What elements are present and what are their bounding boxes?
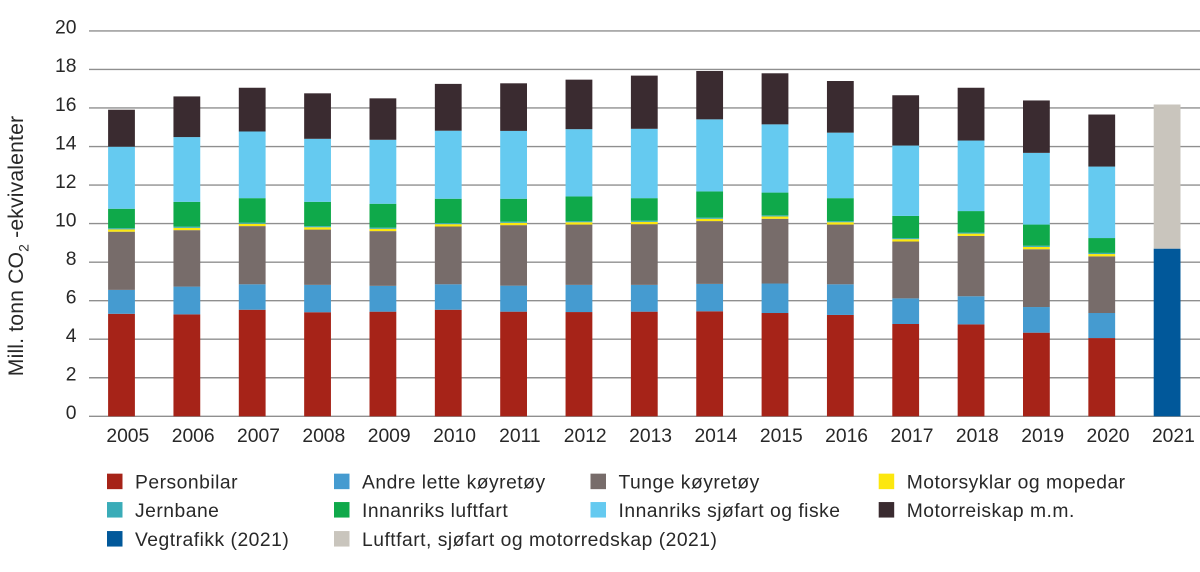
- svg-text:2015: 2015: [760, 426, 803, 447]
- svg-text:4: 4: [66, 326, 77, 347]
- svg-text:12: 12: [55, 172, 76, 193]
- svg-text:0: 0: [66, 403, 77, 424]
- svg-text:2008: 2008: [302, 426, 345, 447]
- svg-text:2020: 2020: [1087, 426, 1130, 447]
- svg-text:Luftfart, sjøfart og motorreds: Luftfart, sjøfart og motorredskap (2021): [362, 530, 717, 551]
- svg-text:2017: 2017: [891, 426, 934, 447]
- svg-text:16: 16: [55, 95, 76, 116]
- svg-text:2021: 2021: [1152, 426, 1195, 447]
- svg-text:2010: 2010: [433, 426, 476, 447]
- svg-text:Motorsyklar og mopedar: Motorsyklar og mopedar: [907, 472, 1126, 493]
- svg-text:2011: 2011: [499, 426, 540, 447]
- svg-text:2009: 2009: [368, 426, 411, 447]
- svg-text:2007: 2007: [237, 426, 280, 447]
- svg-text:Innanriks luftfart: Innanriks luftfart: [362, 501, 508, 522]
- svg-text:2014: 2014: [694, 426, 737, 447]
- svg-text:Innanriks sjøfart og fiske: Innanriks sjøfart og fiske: [619, 501, 841, 522]
- svg-text:20: 20: [55, 18, 76, 39]
- svg-text:2019: 2019: [1021, 426, 1064, 447]
- svg-text:2005: 2005: [106, 426, 149, 447]
- svg-text:Vegtrafikk (2021): Vegtrafikk (2021): [135, 530, 289, 551]
- svg-text:14: 14: [55, 133, 77, 154]
- svg-text:Tunge køyretøy: Tunge køyretøy: [619, 472, 760, 493]
- svg-text:2016: 2016: [825, 426, 868, 447]
- svg-text:8: 8: [66, 249, 77, 270]
- svg-text:Personbilar: Personbilar: [135, 472, 238, 493]
- svg-text:2012: 2012: [564, 426, 607, 447]
- svg-text:2: 2: [66, 365, 77, 386]
- svg-text:Motorreiskap m.m.: Motorreiskap m.m.: [907, 501, 1075, 522]
- svg-text:2006: 2006: [172, 426, 215, 447]
- svg-text:10: 10: [55, 210, 76, 231]
- svg-text:Jernbane: Jernbane: [135, 501, 219, 522]
- svg-text:2018: 2018: [956, 426, 999, 447]
- svg-text:2013: 2013: [629, 426, 672, 447]
- svg-text:6: 6: [66, 287, 77, 308]
- svg-text:18: 18: [55, 56, 76, 77]
- svg-text:Andre lette køyretøy: Andre lette køyretøy: [362, 472, 546, 493]
